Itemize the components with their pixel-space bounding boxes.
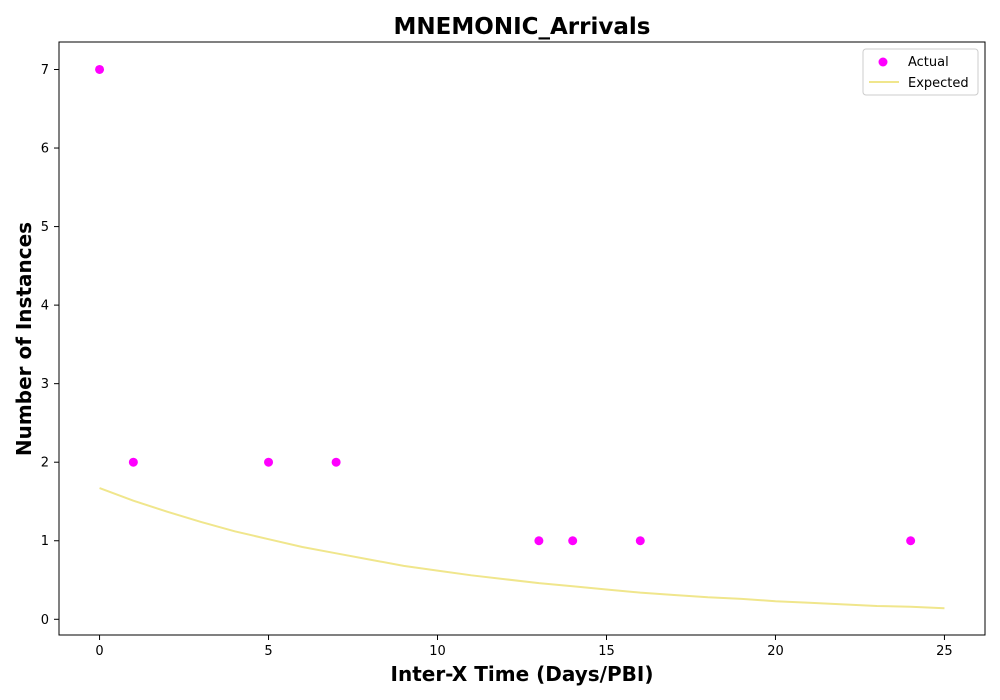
data-point-actual	[568, 536, 578, 546]
legend-box	[862, 48, 979, 96]
y-tick-label: 2	[41, 456, 49, 471]
chart-title: MNEMONIC_Arrivals	[394, 14, 651, 40]
x-tick-label: 15	[598, 644, 615, 659]
y-tick-label: 1	[41, 534, 49, 549]
x-tick-label: 25	[936, 644, 953, 659]
y-tick-label: 3	[41, 377, 49, 392]
legend: Actual Expected	[862, 48, 979, 96]
y-tick-label: 7	[41, 63, 49, 78]
x-tick-label: 0	[95, 644, 103, 659]
y-axis: 0 1 2 3 4 5 6 7	[41, 63, 59, 628]
data-point-actual	[635, 536, 645, 546]
plot-area	[95, 64, 945, 610]
x-axis: 0 5 10 15 20 25	[95, 635, 953, 659]
legend-label-actual: Actual	[908, 55, 949, 70]
data-point-actual	[331, 457, 341, 467]
x-tick-label: 10	[429, 644, 446, 659]
x-axis-title: Inter-X Time (Days/PBI)	[391, 662, 654, 686]
data-point-actual	[534, 536, 544, 546]
data-point-actual	[95, 64, 105, 74]
x-tick-label: 5	[264, 644, 272, 659]
legend-marker-actual	[878, 57, 888, 67]
y-axis-title: Number of Instances	[12, 222, 36, 456]
data-point-actual	[264, 457, 274, 467]
data-point-actual	[906, 536, 916, 546]
data-point-actual	[128, 457, 138, 467]
series-line-expected	[99, 487, 945, 610]
plot-frame	[58, 41, 986, 636]
y-tick-label: 6	[41, 142, 49, 157]
x-tick-label: 20	[767, 644, 784, 659]
y-tick-label: 0	[41, 613, 49, 628]
y-tick-label: 5	[41, 220, 49, 235]
y-tick-label: 4	[41, 299, 49, 314]
legend-label-expected: Expected	[908, 76, 969, 91]
